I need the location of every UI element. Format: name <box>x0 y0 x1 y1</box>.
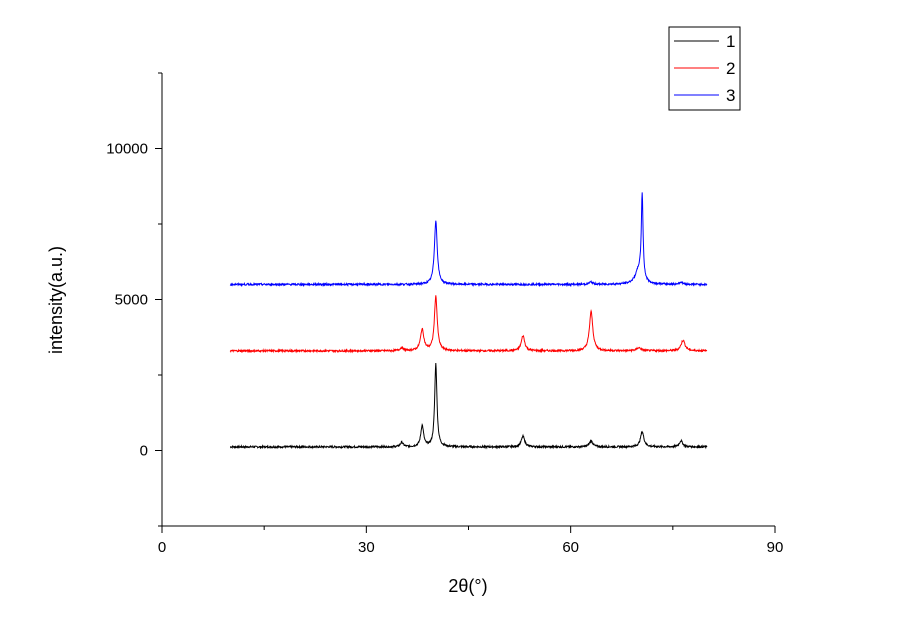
legend: 1 2 3 <box>668 26 741 111</box>
x-tick-label: 30 <box>358 539 375 556</box>
legend-label-1: 1 <box>726 32 735 51</box>
legend-label-2: 2 <box>726 59 735 78</box>
x-tick-label: 90 <box>767 539 784 556</box>
axes-group: 0 30 60 90 0 5000 10000 <box>106 72 784 556</box>
x-tick-label: 0 <box>158 539 166 556</box>
series-line-1 <box>229 363 708 450</box>
series-line-3 <box>229 192 708 288</box>
y-tick-label: 10000 <box>106 141 148 158</box>
y-axis-title: intensity(a.u.) <box>46 246 66 354</box>
y-tick-label: 5000 <box>115 292 148 309</box>
plot-series-group <box>229 192 708 450</box>
series-line-2 <box>229 295 708 354</box>
x-axis-title: 2θ(°) <box>448 576 487 596</box>
legend-label-3: 3 <box>726 86 735 105</box>
y-tick-label: 0 <box>140 443 148 460</box>
x-tick-label: 60 <box>562 539 579 556</box>
